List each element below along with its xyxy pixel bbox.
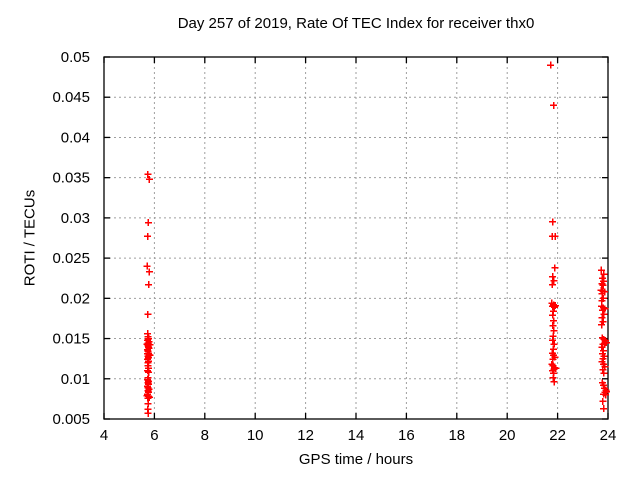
data-point <box>549 311 557 319</box>
chart-title: Day 257 of 2019, Rate Of TEC Index for r… <box>177 15 535 32</box>
data-point <box>549 273 557 281</box>
y-tick-label: 0.035 <box>52 170 90 187</box>
data-point <box>143 262 151 270</box>
data-point <box>551 232 559 240</box>
x-tick-label: 6 <box>150 427 158 444</box>
y-tick-label: 0.05 <box>61 49 90 66</box>
data-point <box>599 347 607 355</box>
data-point <box>549 307 557 315</box>
data-point <box>597 266 605 274</box>
data-point <box>144 219 152 227</box>
x-tick-label: 10 <box>247 427 264 444</box>
data-point <box>600 405 608 413</box>
data-point <box>144 310 152 318</box>
y-tick-label: 0.015 <box>52 331 90 348</box>
data-point <box>145 268 153 276</box>
x-tick-label: 4 <box>100 427 108 444</box>
data-point <box>550 327 558 335</box>
data-point <box>145 393 153 401</box>
data-point <box>599 397 607 405</box>
data-point <box>548 281 556 289</box>
y-tick-label: 0.045 <box>52 89 90 106</box>
data-point <box>550 317 558 325</box>
data-point <box>599 306 607 314</box>
x-tick-label: 8 <box>201 427 209 444</box>
y-tick-label: 0.03 <box>61 210 90 227</box>
data-point <box>599 340 607 348</box>
x-axis-label: GPS time / hours <box>298 451 414 468</box>
data-point <box>144 170 152 178</box>
data-point <box>602 391 610 399</box>
data-point <box>598 314 606 322</box>
data-point <box>547 61 555 69</box>
x-tick-label: 18 <box>448 427 465 444</box>
data-point <box>549 355 557 363</box>
data-point <box>550 340 558 348</box>
x-tick-label: 12 <box>297 427 314 444</box>
data-point <box>598 343 606 351</box>
y-tick-label: 0.04 <box>61 129 90 146</box>
x-tick-label: 24 <box>600 427 617 444</box>
data-point <box>600 381 608 389</box>
data-point <box>598 321 606 329</box>
x-tick-label: 14 <box>348 427 365 444</box>
data-point <box>549 218 557 226</box>
x-tick-label: 20 <box>499 427 516 444</box>
y-tick-label: 0.025 <box>52 250 90 267</box>
y-tick-label: 0.005 <box>52 411 90 428</box>
y-tick-label: 0.01 <box>61 371 90 388</box>
data-point <box>549 374 557 382</box>
data-point <box>549 336 557 344</box>
data-point <box>598 290 606 298</box>
x-tick-label: 16 <box>398 427 415 444</box>
data-point <box>550 378 558 386</box>
data-point <box>549 322 557 330</box>
y-axis-label: ROTI / TECUs <box>21 189 39 287</box>
data-point <box>144 409 152 417</box>
x-tick-label: 22 <box>549 427 566 444</box>
data-point <box>549 345 557 353</box>
y-tick-label: 0.02 <box>61 290 90 307</box>
data-point <box>600 369 608 377</box>
data-point <box>599 366 607 374</box>
data-points <box>143 61 611 417</box>
data-point <box>551 264 559 272</box>
data-point <box>600 270 608 278</box>
data-point <box>599 318 607 326</box>
data-point <box>144 232 152 240</box>
grid-lines <box>104 57 608 419</box>
data-point <box>550 277 558 285</box>
data-point <box>145 175 153 183</box>
data-point <box>145 281 153 289</box>
data-point <box>550 101 558 109</box>
data-point <box>550 303 558 311</box>
